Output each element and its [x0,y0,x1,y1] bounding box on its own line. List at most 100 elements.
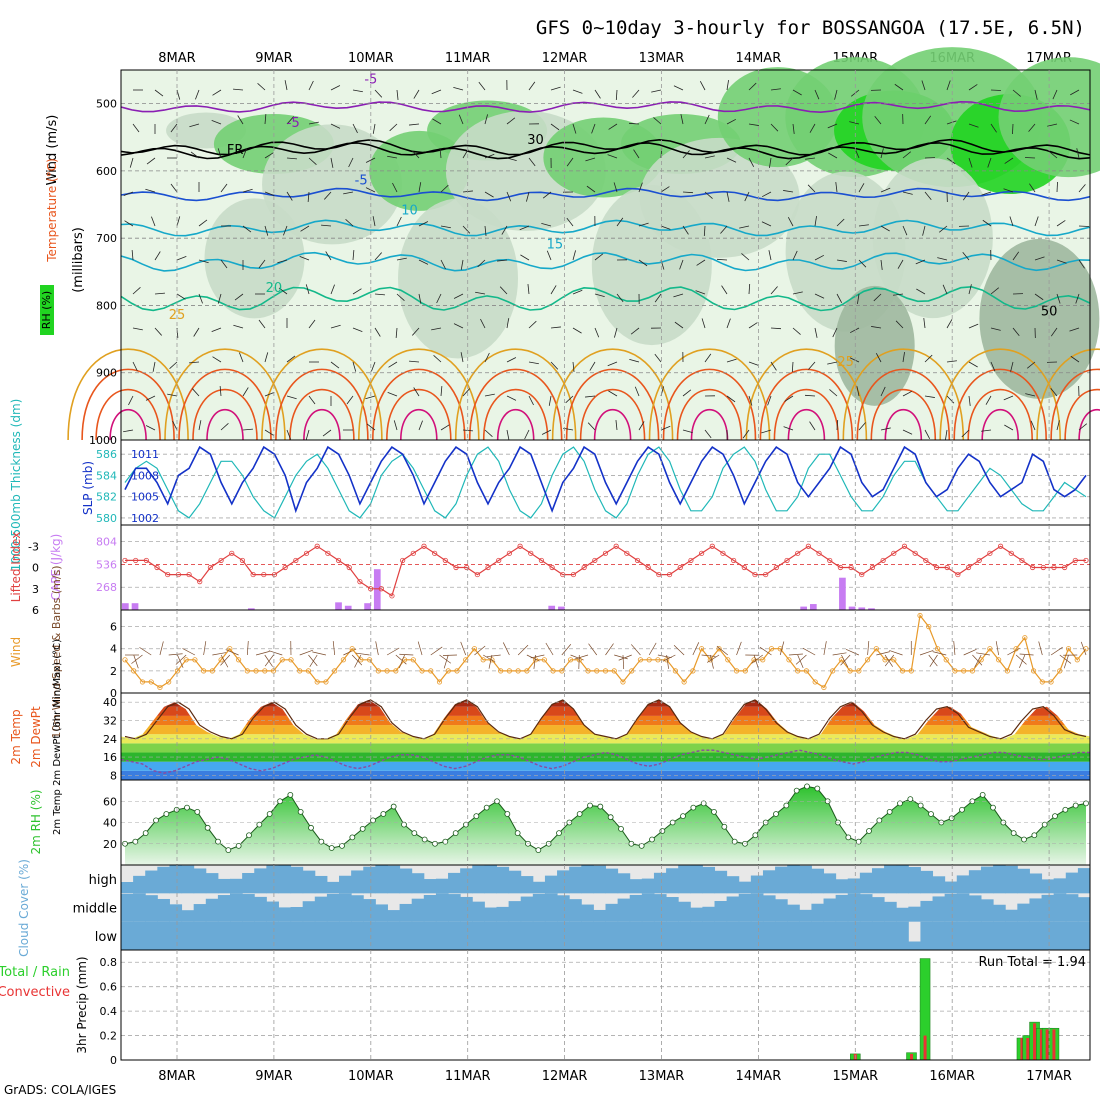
rh2m-point [370,817,376,824]
wind-barb [770,88,781,91]
wind-barb-10m [246,641,249,656]
lifted-index-point [837,564,844,571]
cloud-cell [326,921,340,950]
wind-barb [154,292,165,295]
wind-barb [769,157,772,168]
isotherm-arch [289,388,355,441]
cloud-cell [653,921,667,950]
isotherm-arch [981,409,1019,441]
li-tick-label: 0 [32,562,39,575]
lifted-index-point [485,564,491,571]
wind-barb-10m [139,647,152,656]
rh2m-point [814,785,821,792]
wind-barb-10m [666,654,669,669]
wind-barb [856,386,860,397]
wind-barb [915,259,926,265]
cloud-cell [944,921,958,950]
wind-barb [152,361,156,372]
wind-barb [506,395,517,401]
cloud-cell [666,897,679,922]
cloud-cell [1065,894,1079,922]
cloud-cell [278,907,292,922]
wind-barb [704,191,713,199]
wind-barb [748,361,759,366]
cape-bar [800,606,807,610]
lifted-index-point [602,550,609,556]
wind-barb [132,287,141,295]
cape-bar [858,607,866,610]
precip-convective-bar [1026,1038,1030,1060]
wind-barb [433,355,442,363]
cloud-cell [375,904,388,922]
lifted-index-point [955,571,961,578]
lifted-index-point [218,557,224,564]
lifted-index-point [186,571,192,578]
isotherm-line [120,142,1091,160]
wind-barb-10m [486,654,501,658]
wind-barb [695,290,706,295]
wind-barb [703,225,706,237]
wind-barb [413,89,420,99]
cloud-cell [993,865,1006,894]
wind-barb [784,395,794,402]
lifted-index-point [432,550,438,556]
cape-axis-label: CAPE (J/kg) [49,534,63,601]
cloud-cell [629,879,643,894]
wind-barb [190,151,200,159]
wind-barb [234,293,244,301]
cloud-cell [375,921,388,950]
wind-barb [572,361,575,372]
cloud-cell [217,921,231,950]
wind-barb [286,395,297,400]
isotherm-arch [967,388,1033,441]
wind-barb [192,388,200,397]
rh2m-point [876,817,883,824]
cloud-cell [544,875,558,894]
cloud-cell [326,881,340,894]
wind-barb [858,224,869,227]
cloud-cell [351,870,364,894]
wind-barb-10m [203,641,207,656]
wind-barb [1078,184,1086,193]
cloud-cell [581,865,594,894]
wind-speed-point [768,646,775,652]
wind-barb [873,293,882,302]
wind-barb [783,426,794,431]
wind-barb [264,114,267,125]
wind-barb [506,318,510,329]
wind-barb-10m [736,641,742,656]
isotherm-arch [551,348,674,441]
lifted-index-point [880,557,886,564]
lifted-index-point [933,564,940,571]
li-axis-label: Lifted Index [9,532,23,603]
cloud-cell [387,865,401,894]
x-tick-bottom: 13MAR [639,1069,685,1084]
wind-barb [1056,181,1058,193]
wind-barb-10m [630,644,641,656]
wind-speed-point [882,657,888,663]
lifted-index-point [464,564,470,571]
wind-barb [506,157,517,161]
wind-barb [875,352,882,363]
wind-barb [1069,327,1080,332]
x-tick-bottom: 10MAR [348,1069,394,1084]
precip-convective-bar [1052,1029,1056,1060]
wind-barb-10m [795,654,807,665]
isotherm-arch [358,348,480,441]
wind-barb [550,123,560,131]
wind-speed-point [410,657,416,663]
wind-speed-point [174,668,181,674]
isotherm-arch [759,368,854,441]
cape-bar [839,577,846,610]
wind-barb [418,259,429,265]
wind-barb [1012,251,1020,261]
wind-barb-10m [1019,653,1034,656]
wind-barb [264,191,275,196]
cloud-cell [956,921,970,950]
cloud-cell [181,910,195,922]
lifted-index-point [784,557,790,564]
cloud-cell [593,921,606,950]
wind-barb [748,322,758,329]
wind-barb [412,327,420,336]
wind-barb [946,120,957,125]
